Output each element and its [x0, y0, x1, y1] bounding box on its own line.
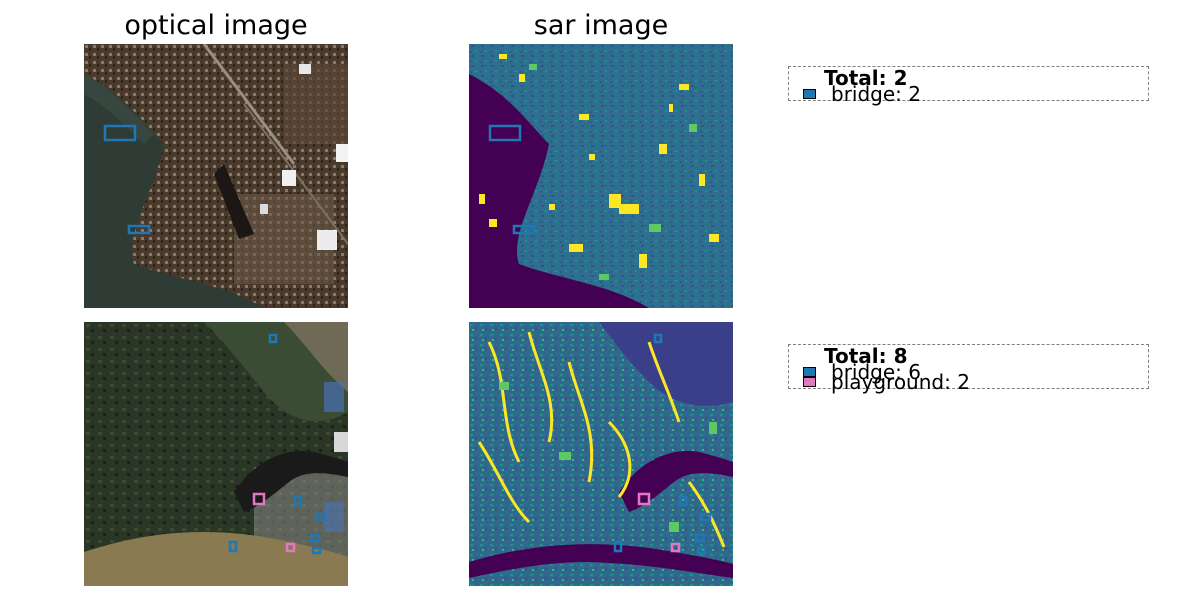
legend-label: bridge: 2: [831, 82, 921, 106]
playground-swatch: [803, 377, 816, 387]
sar-image-row2: [469, 322, 733, 586]
legend-row2: Total: 8 bridge: 6 playground: 2: [788, 344, 1149, 394]
optical-image-title: optical image: [124, 10, 308, 41]
legend-total: Total: 2: [824, 66, 908, 90]
legend-label: playground: 2: [831, 370, 970, 394]
legend-total: Total: 8: [824, 344, 908, 368]
optical-image-row2: [84, 322, 348, 586]
legend-row1: Total: 2 bridge: 2: [788, 66, 1149, 106]
sar-image-row1: [469, 44, 733, 308]
sar-image-title: sar image: [533, 10, 669, 41]
bridge-swatch: [803, 367, 816, 377]
optical-image-row1: [84, 44, 348, 308]
bridge-swatch: [803, 89, 816, 99]
legend-label: bridge: 6: [831, 360, 921, 384]
